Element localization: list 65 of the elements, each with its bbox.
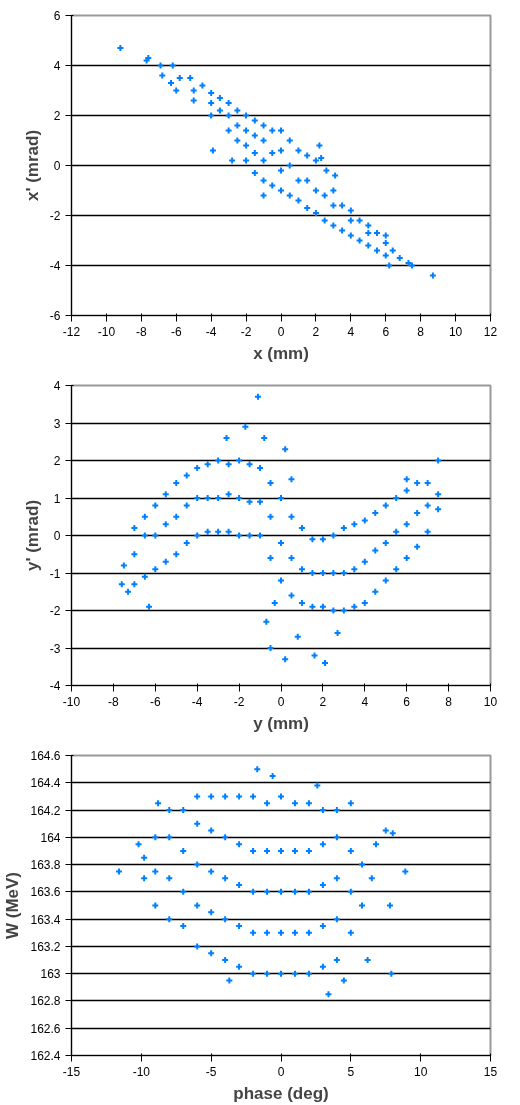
x-tick-label: 0 <box>277 1064 285 1079</box>
x-tick-label: 8 <box>417 324 425 339</box>
y-tick-label: -3 <box>49 641 61 656</box>
x-tick-label: 8 <box>445 694 453 709</box>
x-tick-label: 6 <box>382 324 390 339</box>
x-tick-label: 4 <box>347 324 355 339</box>
x-axis-title: y (mm) <box>253 713 309 733</box>
y-tick-label: 2 <box>53 454 61 468</box>
y-axis-title: x' (mrad) <box>22 129 42 202</box>
x-tick-label: -8 <box>108 694 120 709</box>
x-tick-label: 5 <box>347 1064 355 1079</box>
x-tick-label: -6 <box>149 694 161 709</box>
x-tick-label: -15 <box>62 1064 81 1079</box>
y-tick-label: 163.8 <box>30 858 61 873</box>
x-tick-label: 10 <box>413 1064 428 1079</box>
y-tick-label: -6 <box>49 309 61 323</box>
y-tick-label: 164.2 <box>30 803 61 818</box>
y-tick-label: 164.4 <box>30 776 61 791</box>
y-tick-label: 4 <box>53 379 61 393</box>
y-tick-label: -2 <box>49 209 61 223</box>
y-tick-label: 164 <box>40 830 61 845</box>
x-tick-label: -12 <box>62 324 81 339</box>
x-tick-label: -4 <box>191 694 203 709</box>
x-tick-label: 15 <box>483 1064 498 1079</box>
x-tick-label: 2 <box>319 694 327 709</box>
y-tick-label: 164.6 <box>30 749 61 763</box>
x-tick-label: 0 <box>277 324 285 339</box>
y-tick-label: -2 <box>49 604 61 618</box>
x-tick-label: 12 <box>483 324 498 339</box>
y-tick-label: 4 <box>53 59 61 73</box>
y-tick-label: 163.6 <box>30 885 61 900</box>
y-tick-label: 1 <box>53 491 61 506</box>
x-tick-label: 10 <box>483 694 498 709</box>
x-tick-label: 0 <box>277 694 285 709</box>
x-tick-label: -8 <box>136 324 147 339</box>
x-tick-label: -5 <box>205 1064 217 1079</box>
x-tick-label: -6 <box>170 324 182 339</box>
y-tick-label: 163 <box>40 967 61 982</box>
y-tick-label: 6 <box>53 9 61 23</box>
x-tick-label: -2 <box>240 324 252 339</box>
y-tick-label: -4 <box>49 679 61 693</box>
y-axis-title: W (MeV) <box>3 871 23 940</box>
x-tick-label: -2 <box>233 694 245 709</box>
x-axis-title: phase (deg) <box>233 1083 329 1103</box>
x-tick-label: -10 <box>62 694 81 709</box>
y-tick-label: 3 <box>53 416 61 431</box>
x-tick-label: -4 <box>205 324 217 339</box>
x-tick-label: 4 <box>361 694 369 709</box>
y-tick-label: 163.2 <box>30 939 61 954</box>
y-tick-label: 0 <box>53 159 61 173</box>
y-tick-label: 163.4 <box>30 912 61 927</box>
y-tick-label: 162.4 <box>30 1049 61 1063</box>
y-tick-label: -1 <box>49 566 61 581</box>
y-tick-label: -4 <box>49 259 61 273</box>
x-tick-label: 10 <box>448 324 463 339</box>
x-tick-label: -10 <box>132 1064 151 1079</box>
y-tick-label: 0 <box>53 529 61 543</box>
y-axis-title: y' (mrad) <box>22 499 42 572</box>
y-tick-label: 2 <box>53 109 61 123</box>
y-tick-label: 162.6 <box>30 1021 61 1036</box>
x-tick-label: -10 <box>97 324 116 339</box>
x-axis-title: x (mm) <box>253 343 309 363</box>
y-tick-label: 162.8 <box>30 994 61 1009</box>
x-tick-label: 2 <box>312 324 320 339</box>
x-tick-label: 6 <box>403 694 411 709</box>
